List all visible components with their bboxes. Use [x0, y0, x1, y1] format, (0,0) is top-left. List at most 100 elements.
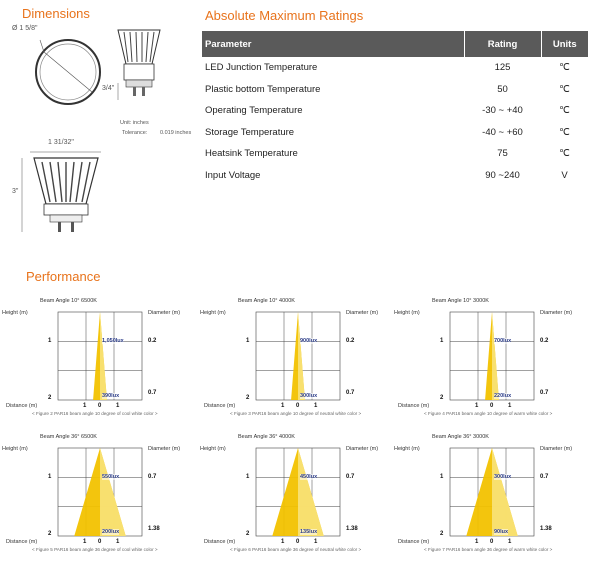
- height-tick: 1: [246, 474, 250, 481]
- distance-tick: 1: [508, 539, 512, 545]
- distance-tick: 1: [475, 403, 479, 409]
- pin-length-label: 3/4": [102, 85, 115, 92]
- beam-panel: Beam Angle 10° 3000K Height (m) Diameter (…: [392, 296, 582, 419]
- height-axis-label: Height (m): [2, 310, 28, 316]
- beam-cone-highlight: [298, 448, 324, 536]
- lux-value: 300lux: [494, 474, 512, 481]
- header-units: Units: [541, 31, 588, 57]
- parameter-cell: Plastic bottom Temperature: [205, 83, 321, 95]
- table-row: Storage Temperature -40 ~ +60 ℃: [202, 122, 588, 144]
- tolerance-value: 0.019 inches: [160, 130, 192, 136]
- beam-cone-highlight: [492, 448, 518, 536]
- distance-axis-label: Distance (m): [204, 403, 236, 409]
- lux-value: 220lux: [494, 393, 512, 399]
- distance-tick: 0: [98, 539, 102, 545]
- height-tick: 1: [48, 474, 52, 481]
- height-tick: 2: [246, 395, 250, 401]
- diameter-label: Ø 1 5/8": [12, 25, 38, 32]
- unit-cell: ℃: [559, 148, 570, 160]
- beam-panel-title: Beam Angle 10° 3000K: [432, 298, 489, 304]
- dimensions-title: Dimensions: [22, 6, 90, 21]
- figure-caption: < Figure 7 PAR16 beam angle 36 degree of…: [424, 547, 553, 552]
- performance-title: Performance: [26, 269, 101, 284]
- distance-tick: 0: [490, 539, 494, 545]
- distance-tick: 1: [83, 539, 87, 545]
- distance-axis-label: Distance (m): [398, 403, 430, 409]
- table-row: Input Voltage 90 ~240 V: [202, 165, 588, 187]
- beam-panel: Beam Angle 10° 6500K Height (m) Diameter (…: [0, 296, 190, 419]
- diameter-value: 0.7: [346, 474, 355, 481]
- lux-value: 550lux: [102, 474, 120, 481]
- rating-cell: 90 ~240: [485, 169, 520, 181]
- distance-tick: 1: [314, 539, 318, 545]
- height-tick: 2: [440, 531, 444, 537]
- rating-cell: 75: [497, 148, 508, 160]
- distance-tick: 0: [98, 403, 102, 409]
- ratings-table: Parameter Rating Units LED Junction Temp…: [202, 31, 588, 186]
- diameter-value: 0.2: [148, 338, 157, 345]
- height-tick: 2: [48, 395, 52, 401]
- distance-tick: 1: [508, 403, 512, 409]
- lux-value: 700lux: [494, 338, 512, 345]
- height-tick: 1: [440, 474, 444, 481]
- distance-tick: 1: [475, 539, 479, 545]
- beam-cone-highlight: [492, 312, 499, 400]
- height-tick: 1: [440, 338, 444, 345]
- lux-value: 390lux: [102, 393, 120, 399]
- unit-label: Unit: inches: [120, 120, 149, 126]
- distance-tick: 1: [116, 539, 120, 545]
- dimension-drawings: [21, 29, 161, 232]
- height-axis-label: Height (m): [2, 446, 28, 452]
- width-label: 1 31/32": [48, 139, 74, 146]
- beam-panel: Beam Angle 36° 4000K Height (m) Diameter (…: [198, 432, 388, 555]
- distance-axis-label: Distance (m): [398, 539, 430, 545]
- diameter-value: 0.2: [540, 338, 549, 345]
- beam-panel-title: Beam Angle 10° 6500K: [40, 298, 97, 304]
- beam-chart: [57, 447, 143, 537]
- distance-axis-label: Distance (m): [6, 539, 38, 545]
- diameter-value: 0.7: [540, 390, 549, 396]
- unit-cell: V: [561, 169, 568, 181]
- table-row: Heatsink Temperature 75 ℃: [202, 143, 588, 165]
- beam-chart: [255, 311, 341, 401]
- height-axis-label: Height (m): [394, 446, 420, 452]
- rating-cell: 125: [494, 62, 511, 74]
- distance-axis-label: Distance (m): [204, 539, 236, 545]
- height-axis-label: Height (m): [200, 310, 226, 316]
- height-tick: 2: [48, 531, 52, 537]
- distance-tick: 1: [116, 403, 120, 409]
- lux-value: 300lux: [300, 393, 318, 399]
- lux-value: 450lux: [300, 474, 318, 481]
- distance-tick: 1: [314, 403, 318, 409]
- distance-tick: 1: [281, 403, 285, 409]
- diameter-value: 1.38: [540, 526, 552, 532]
- diameter-value: 0.7: [540, 474, 549, 481]
- beam-chart: [255, 447, 341, 537]
- unit-cell: ℃: [559, 105, 570, 117]
- parameter-cell: Operating Temperature: [205, 105, 303, 117]
- height-axis-label: Height (m): [200, 446, 226, 452]
- beam-chart: [449, 447, 535, 537]
- diameter-value: 0.7: [346, 390, 355, 396]
- lux-value: 900lux: [300, 338, 318, 345]
- distance-tick: 0: [296, 539, 300, 545]
- tolerance-label: Tolerance:: [122, 130, 148, 136]
- rating-cell: -40 ~ +60: [482, 126, 523, 138]
- parameter-cell: LED Junction Temperature: [205, 62, 318, 74]
- height-tick: 1: [246, 338, 250, 345]
- figure-caption: < Figure 5 PAR16 beam angle 36 degree of…: [32, 547, 158, 552]
- distance-tick: 1: [281, 539, 285, 545]
- beam-cone-highlight: [100, 312, 107, 400]
- beam-panel-title: Beam Angle 36° 4000K: [238, 434, 295, 440]
- parameter-cell: Heatsink Temperature: [205, 148, 298, 160]
- figure-caption: < Figure 4 PAR16 beam angle 10 degree of…: [424, 411, 553, 416]
- header-rating: Rating: [463, 31, 542, 57]
- diameter-value: 1.38: [346, 526, 358, 532]
- diameter-value: 0.7: [148, 390, 157, 396]
- distance-axis-label: Distance (m): [6, 403, 38, 409]
- height-label: 3": [12, 188, 19, 195]
- header-parameter: Parameter: [202, 31, 464, 57]
- diameter-value: 0.7: [148, 474, 157, 481]
- figure-caption: < Figure 2 PAR16 beam angle 10 degree of…: [32, 411, 158, 416]
- lux-value: 90lux: [494, 529, 509, 535]
